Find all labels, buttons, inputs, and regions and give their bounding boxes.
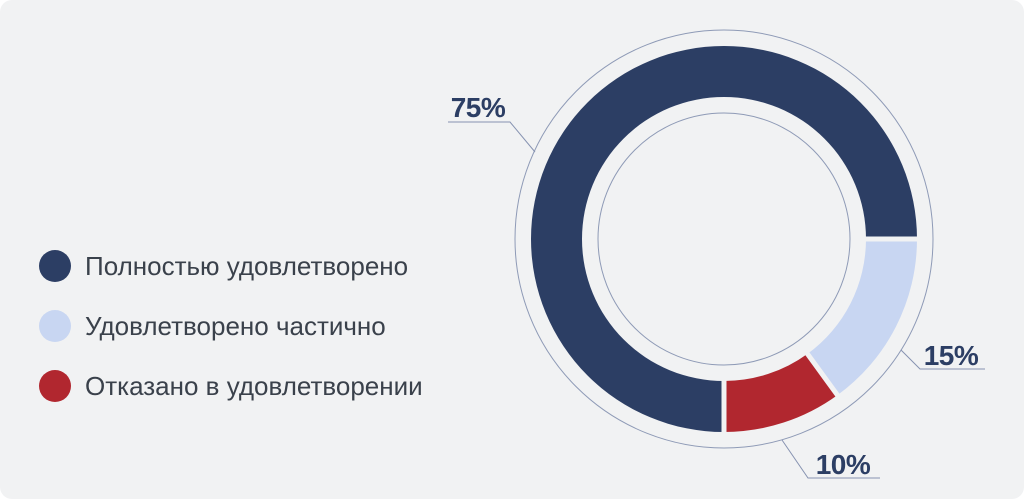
outer-outline-circle <box>514 29 934 449</box>
legend-item-fully-satisfied: Полностью удовлетворено <box>39 250 423 282</box>
segment-separator <box>803 349 842 400</box>
legend-swatch-partially-satisfied <box>39 310 71 342</box>
inner-outline-circle <box>597 112 851 366</box>
legend-label: Полностью удовлетворено <box>85 251 409 281</box>
legend-swatch-fully-satisfied <box>39 250 71 282</box>
legend-label: Отказано в удовлетворении <box>85 371 423 401</box>
chart-legend: Полностью удовлетворено Удовлетворено ча… <box>39 250 423 430</box>
percent-label-1: 15% <box>924 340 979 371</box>
legend-swatch-denied <box>39 370 71 402</box>
percent-label-0: 75% <box>451 92 506 123</box>
callout-line-2 <box>781 439 880 479</box>
callout-line-1 <box>900 349 985 370</box>
legend-item-partially-satisfied: Удовлетворено частично <box>39 310 423 342</box>
percent-label-2: 10% <box>816 449 871 480</box>
legend-item-denied: Отказано в удовлетворении <box>39 370 423 402</box>
donut-segment-2 <box>724 353 838 432</box>
legend-label: Удовлетворено частично <box>85 311 386 341</box>
donut-segment-1 <box>807 239 917 396</box>
callout-line-0 <box>448 121 536 153</box>
